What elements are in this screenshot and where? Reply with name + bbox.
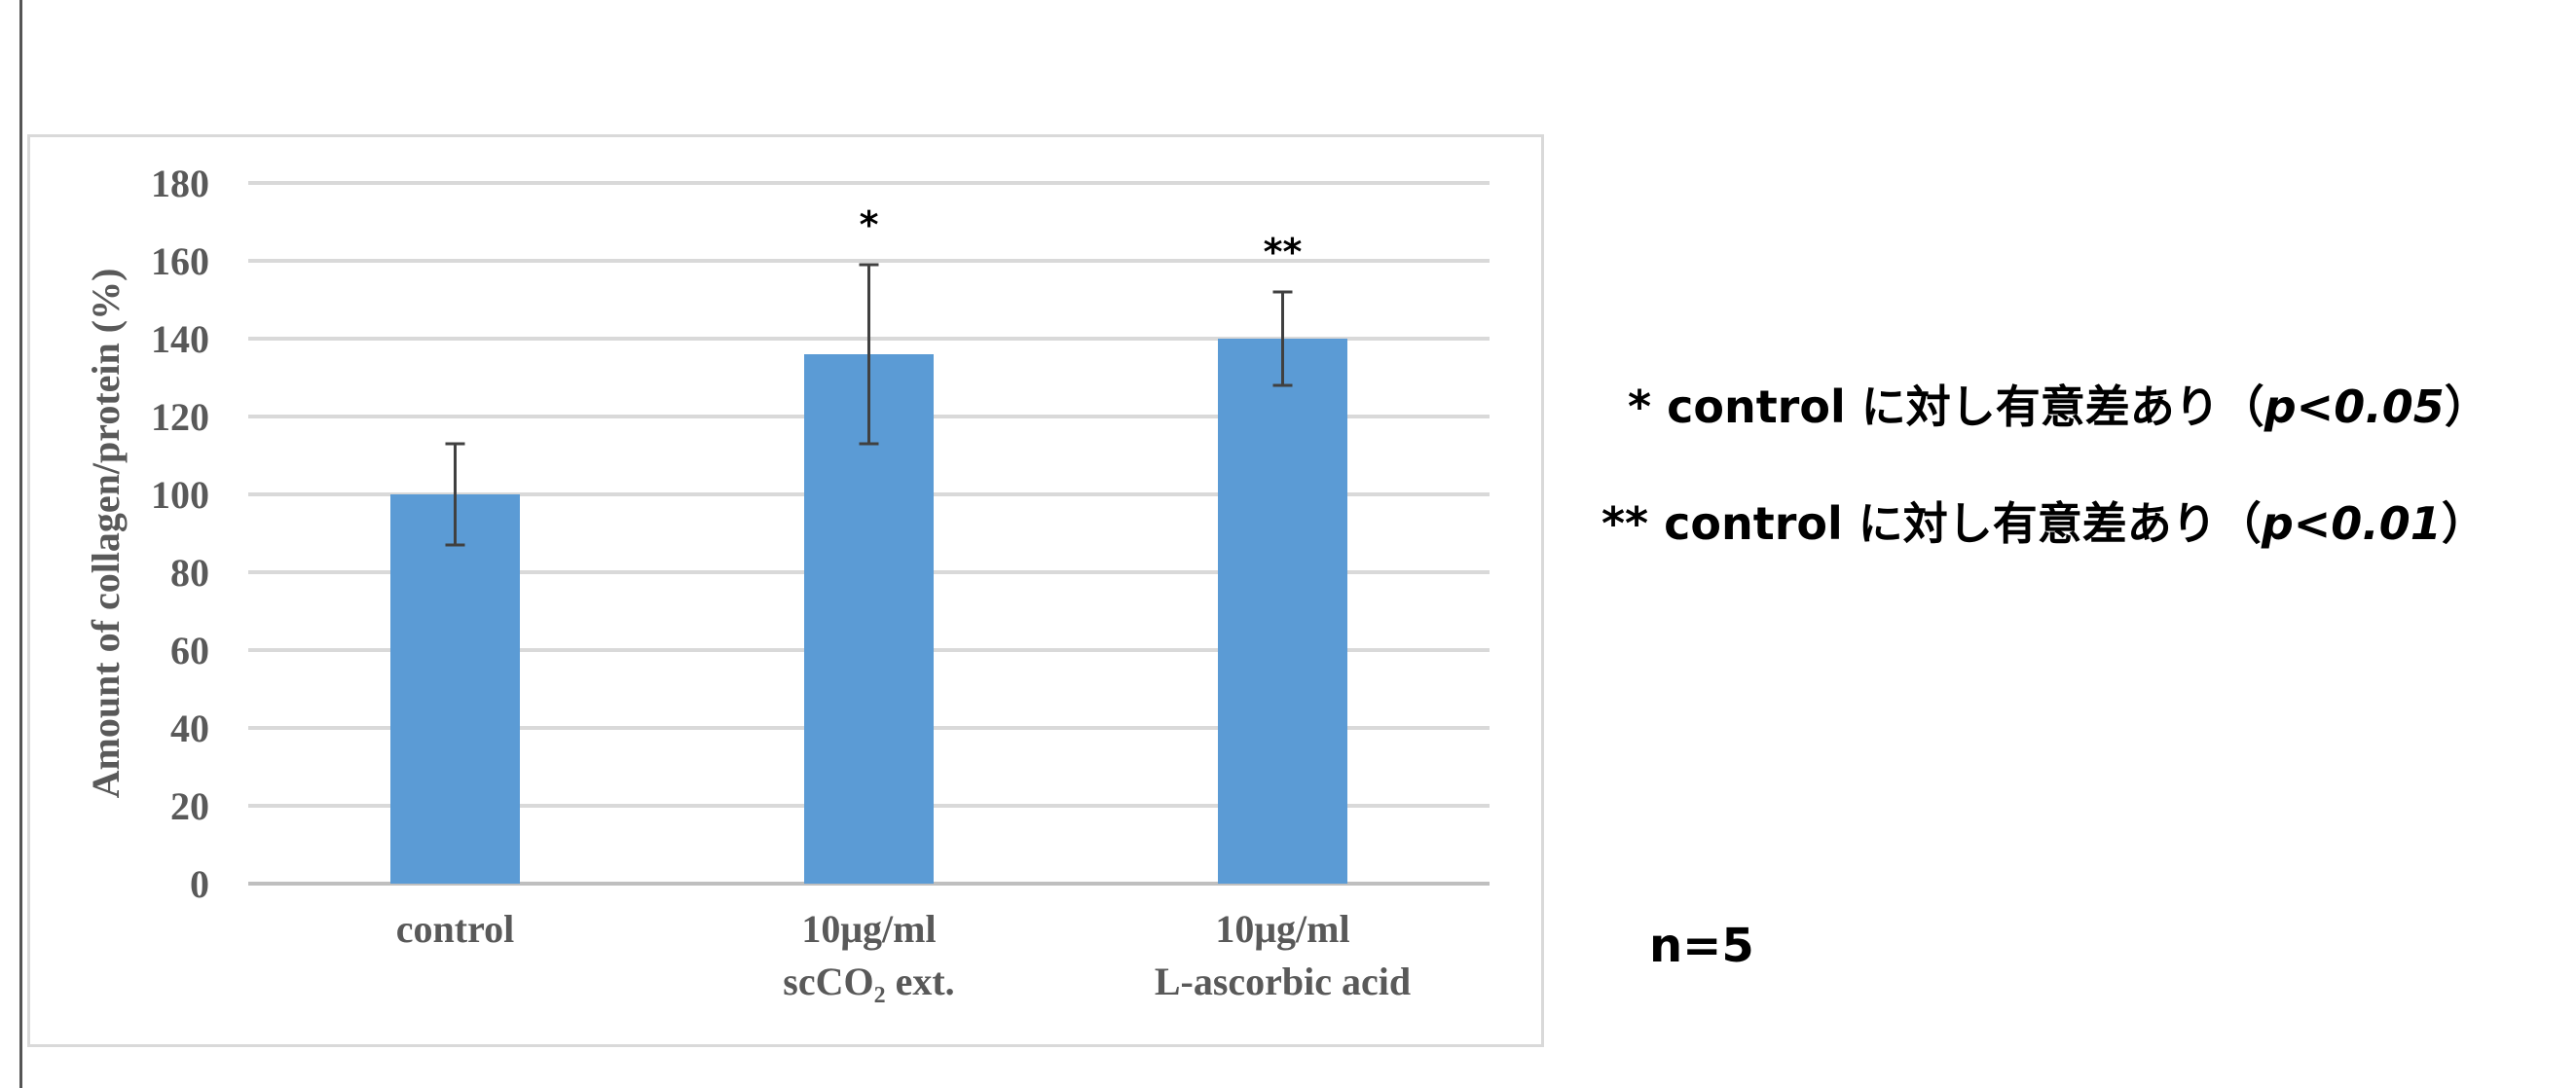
y-tick-label: 40: [170, 707, 209, 750]
significance-marker: *: [860, 203, 879, 246]
left-border-line: [19, 0, 22, 1088]
bar: [1218, 339, 1347, 884]
y-tick-label: 160: [151, 239, 209, 283]
y-tick-label: 180: [151, 162, 209, 205]
significance-note-p05: * control に対し有意差あり（p<0.05）: [1628, 381, 2489, 433]
y-tick-label: 120: [151, 395, 209, 439]
x-tick-label: L-ascorbic acid: [1155, 960, 1411, 1003]
bar: [390, 494, 520, 884]
bar-chart: 0 20 40 60 80 100 120 140 160 180 Amount of collag…: [84, 162, 1490, 1003]
significance-note-p01: ** control に対し有意差あり（p<0.01）: [1601, 497, 2486, 550]
y-tick-label: 100: [151, 473, 209, 517]
x-tick-label: control: [396, 907, 514, 951]
y-tick-label: 60: [170, 629, 209, 672]
x-tick-label: scCO₂ ext.: [783, 960, 954, 1003]
x-tick-label: 10μg/ml: [801, 907, 936, 951]
y-axis-label: Amount of collagen/protein (%): [84, 269, 128, 799]
significance-marker: **: [1264, 231, 1303, 273]
sample-size-label: n=5: [1649, 919, 1754, 973]
y-tick-label: 20: [170, 784, 209, 828]
y-tick-label: 80: [170, 551, 209, 595]
y-tick-label: 140: [151, 317, 209, 361]
y-tick-label: 0: [190, 862, 209, 906]
x-tick-label: 10μg/ml: [1215, 907, 1349, 951]
